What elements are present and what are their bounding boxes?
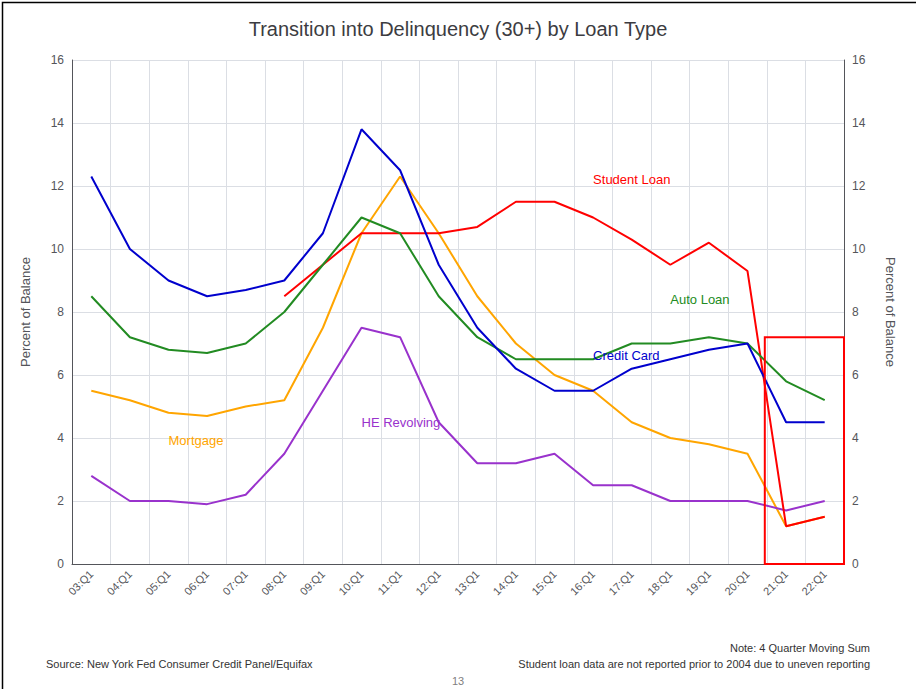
svg-text:10: 10 bbox=[852, 242, 866, 256]
svg-text:16: 16 bbox=[852, 53, 866, 67]
svg-text:Mortgage: Mortgage bbox=[169, 433, 224, 448]
svg-text:Percent of Balance: Percent of Balance bbox=[18, 257, 33, 367]
svg-text:6: 6 bbox=[57, 368, 64, 382]
svg-text:13:Q1: 13:Q1 bbox=[452, 568, 482, 598]
svg-text:Source: New York Fed Consumer: Source: New York Fed Consumer Credit Pan… bbox=[46, 658, 313, 670]
svg-text:14: 14 bbox=[852, 116, 866, 130]
svg-text:4: 4 bbox=[852, 431, 859, 445]
svg-text:8: 8 bbox=[852, 305, 859, 319]
svg-text:19:Q1: 19:Q1 bbox=[683, 568, 713, 598]
svg-text:18:Q1: 18:Q1 bbox=[645, 568, 675, 598]
svg-text:Transition into Delinquency (3: Transition into Delinquency (30+) by Loa… bbox=[249, 18, 668, 40]
svg-text:12: 12 bbox=[852, 179, 866, 193]
svg-text:09:Q1: 09:Q1 bbox=[297, 568, 327, 598]
svg-text:16: 16 bbox=[51, 53, 65, 67]
svg-text:Percent of Balance: Percent of Balance bbox=[883, 257, 898, 367]
svg-text:15:Q1: 15:Q1 bbox=[529, 568, 559, 598]
svg-text:Auto Loan: Auto Loan bbox=[670, 292, 729, 307]
svg-text:20:Q1: 20:Q1 bbox=[722, 568, 752, 598]
svg-text:Note: 4 Quarter Moving Sum: Note: 4 Quarter Moving Sum bbox=[730, 642, 870, 654]
svg-text:10: 10 bbox=[51, 242, 65, 256]
svg-text:0: 0 bbox=[852, 557, 859, 571]
svg-text:8: 8 bbox=[57, 305, 64, 319]
svg-text:Credit Card: Credit Card bbox=[593, 348, 659, 363]
svg-text:17:Q1: 17:Q1 bbox=[606, 568, 636, 598]
svg-text:0: 0 bbox=[57, 557, 64, 571]
svg-text:05:Q1: 05:Q1 bbox=[143, 568, 173, 598]
svg-text:HE Revolving: HE Revolving bbox=[362, 415, 441, 430]
svg-text:21:Q1: 21:Q1 bbox=[761, 568, 791, 598]
svg-text:13: 13 bbox=[452, 675, 464, 687]
svg-text:Student loan data are not repo: Student loan data are not reported prior… bbox=[518, 658, 870, 670]
svg-text:06:Q1: 06:Q1 bbox=[182, 568, 212, 598]
svg-text:16:Q1: 16:Q1 bbox=[568, 568, 598, 598]
svg-text:14: 14 bbox=[51, 116, 65, 130]
svg-text:08:Q1: 08:Q1 bbox=[259, 568, 289, 598]
svg-text:Student Loan: Student Loan bbox=[593, 172, 670, 187]
svg-text:2: 2 bbox=[852, 494, 859, 508]
svg-text:6: 6 bbox=[852, 368, 859, 382]
svg-text:03:Q1: 03:Q1 bbox=[66, 568, 96, 598]
svg-text:12:Q1: 12:Q1 bbox=[413, 568, 443, 598]
svg-text:12: 12 bbox=[51, 179, 65, 193]
svg-text:11:Q1: 11:Q1 bbox=[375, 568, 404, 597]
svg-text:22:Q1: 22:Q1 bbox=[799, 568, 829, 598]
svg-text:2: 2 bbox=[57, 494, 64, 508]
svg-text:10:Q1: 10:Q1 bbox=[336, 568, 366, 598]
svg-text:14:Q1: 14:Q1 bbox=[490, 568, 520, 598]
svg-text:07:Q1: 07:Q1 bbox=[220, 568, 250, 598]
svg-text:4: 4 bbox=[57, 431, 64, 445]
svg-text:04:Q1: 04:Q1 bbox=[104, 568, 134, 598]
